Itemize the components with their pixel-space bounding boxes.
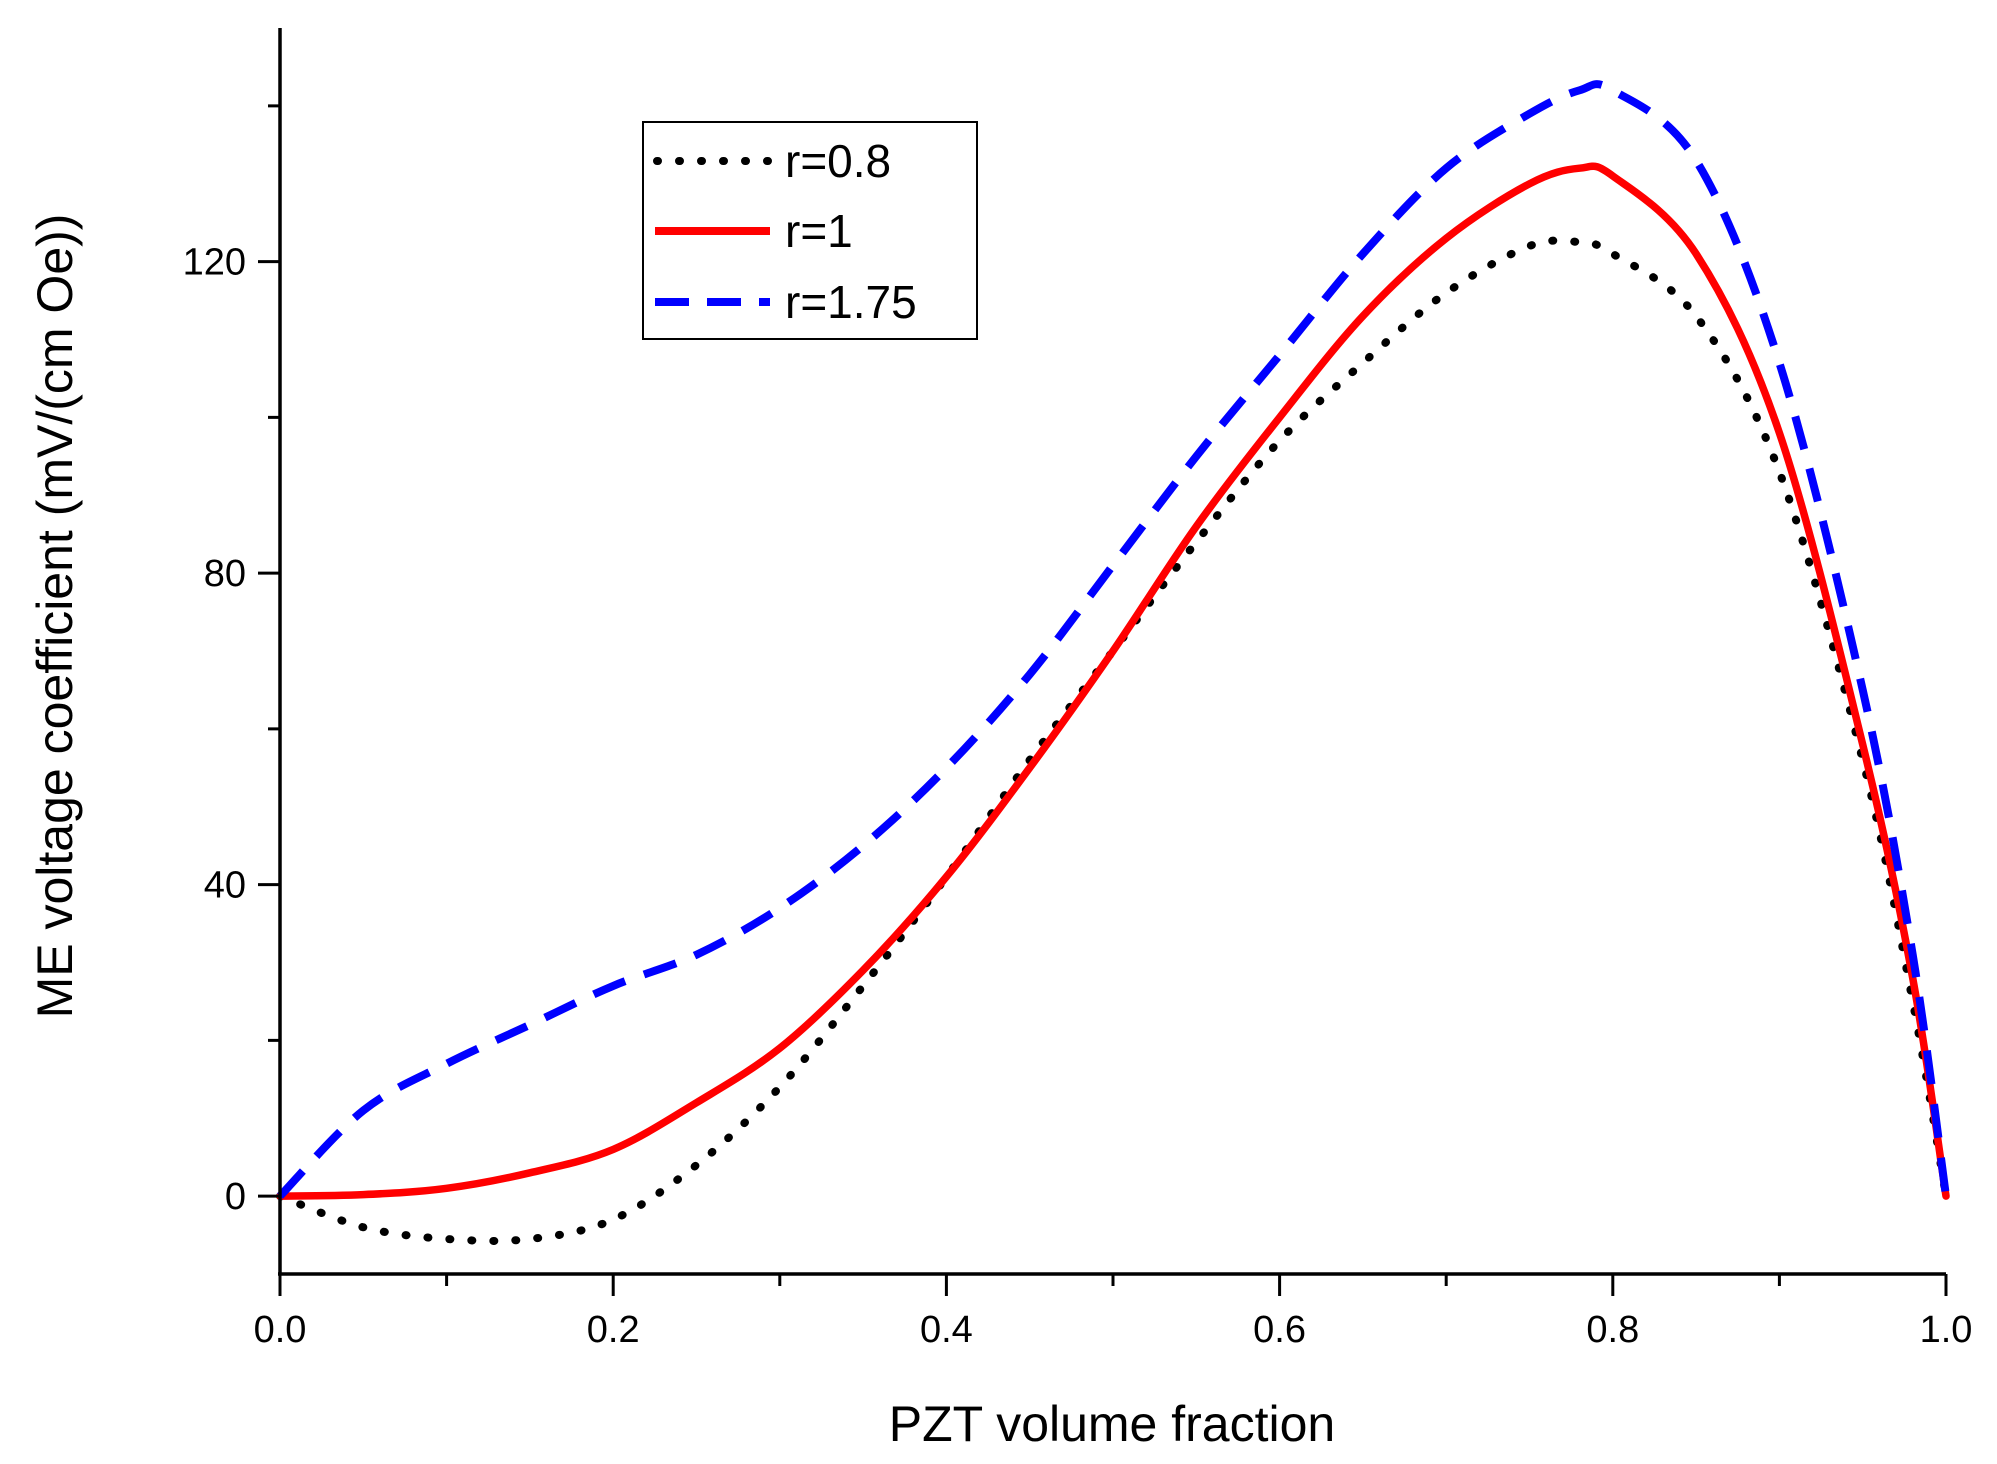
series-line-r-1 (276, 162, 1950, 1200)
x-tick-label-1.0: 1.0 (1920, 1309, 1973, 1351)
series-line-r-1-75 (277, 80, 1950, 1199)
y-tick-label-80: 80 (204, 553, 246, 595)
x-tick-label-0.8: 0.8 (1586, 1309, 1639, 1351)
x-tick-label-0.6: 0.6 (1253, 1309, 1306, 1351)
legend-label-r-1: r=1 (785, 205, 853, 257)
series-line-r-0-8 (276, 236, 1950, 1245)
x-tick-label-0.4: 0.4 (920, 1309, 973, 1351)
x-tick-label-0.2: 0.2 (587, 1309, 640, 1351)
y-tick-label-120: 120 (183, 242, 246, 284)
legend: r=0.8 r=1 r=1.75 (642, 121, 978, 340)
y-axis-title: ME voltage coefficient (mV/(cm Oe)) (27, 214, 83, 1019)
legend-label-r-0-8: r=0.8 (785, 135, 891, 187)
series-layer (276, 80, 1950, 1245)
legend-label-r-1-75: r=1.75 (785, 276, 917, 328)
y-tick-label-0: 0 (225, 1176, 246, 1218)
x-tick-label-0.0: 0.0 (254, 1309, 307, 1351)
x-axis-title: PZT volume fraction (889, 1396, 1335, 1452)
y-tick-label-40: 40 (204, 865, 246, 907)
ticks-layer: 0.0 0.2 0.4 0.6 0.8 1.0 0 40 80 120 (183, 104, 1973, 1351)
